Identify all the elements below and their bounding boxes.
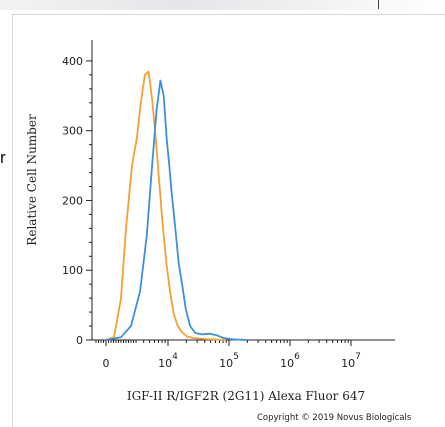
top-image-strip: [0, 0, 445, 10]
x-tick-label: 107: [341, 352, 361, 370]
cropped-text-fragment: r: [0, 148, 6, 167]
y-tick-label: 400: [62, 55, 83, 68]
y-tick-label: 300: [62, 125, 83, 138]
y-axis-title: Relative Cell Number: [25, 114, 39, 246]
x-tick-label: 104: [158, 352, 178, 370]
y-tick-label: 200: [62, 194, 83, 207]
copyright-notice: Copyright © 2019 Novus Biologicals: [257, 413, 412, 423]
series-layer: [105, 70, 248, 341]
panel-border-left: [12, 14, 13, 427]
histogram-series-2: [105, 79, 248, 341]
x-tick-label: 106: [280, 352, 300, 370]
x-tick-label: 0: [103, 357, 110, 370]
histogram-series-1: [105, 70, 227, 341]
y-axis: 0 100 200 300 400: [62, 40, 93, 347]
x-axis: 0 104 105 106 107: [92, 339, 395, 370]
y-tick-label: 0: [76, 334, 83, 347]
y-tick-label: 100: [62, 264, 83, 277]
strip-divider: [378, 0, 379, 9]
x-tick-label: 105: [219, 352, 239, 370]
panel-border-top: [12, 14, 445, 15]
x-axis-title: IGF-II R/IGF2R (2G11) Alexa Fluor 647: [127, 389, 365, 403]
